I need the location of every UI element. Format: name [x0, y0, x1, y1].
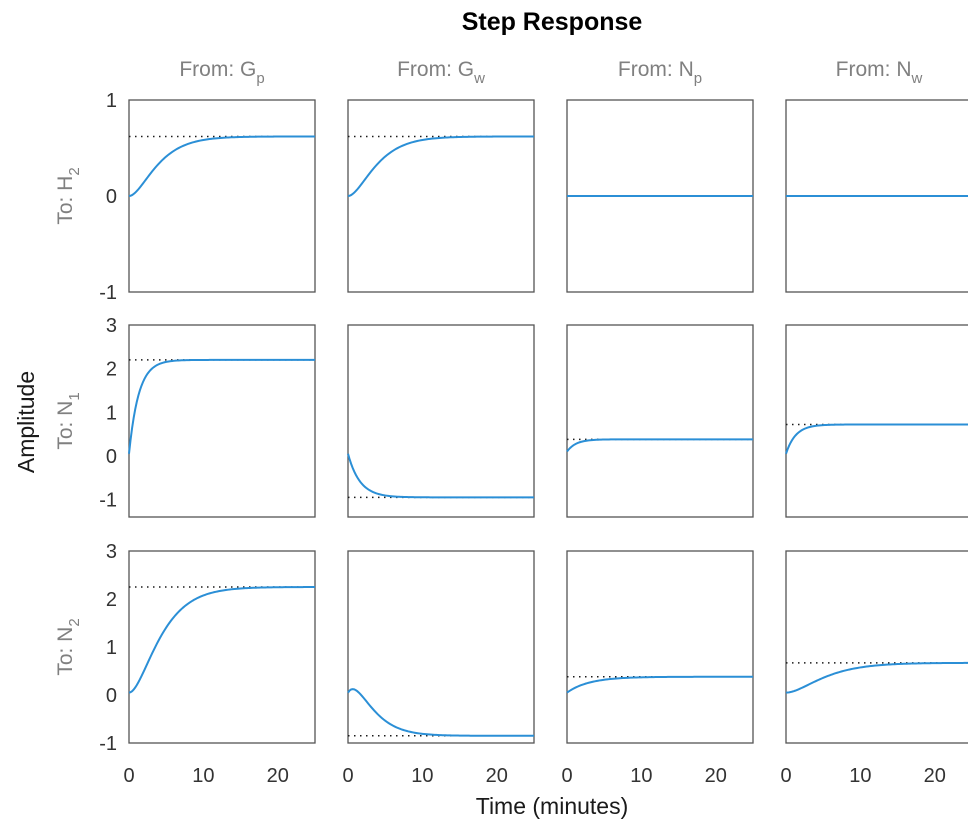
output-label-0: To: H2: [54, 167, 83, 224]
x-tick-label: 20: [705, 765, 727, 787]
x-tick-label: 10: [411, 765, 433, 787]
subplot-frame: [128, 550, 316, 744]
output-label-text: To: N: [54, 401, 77, 450]
subplot-frame: [128, 99, 316, 293]
chart-title: Step Response: [462, 8, 643, 36]
y-tick-label: 2: [106, 589, 117, 611]
subplot-1-0: [128, 324, 316, 518]
y-tick-label: 0: [106, 446, 117, 468]
response-curve: [347, 135, 534, 197]
y-tick-label: -1: [99, 733, 117, 755]
subplot-frame: [566, 324, 754, 518]
response-curve: [128, 586, 315, 694]
y-tick-label: 1: [106, 637, 117, 659]
input-label-text: From: N: [836, 58, 912, 81]
subplot-frame: [347, 324, 535, 518]
subplot-frame: [347, 550, 535, 744]
subplot-0-1: [347, 99, 535, 293]
subplot-frame: [566, 550, 754, 744]
subplot-1-2: [566, 324, 754, 518]
x-tick-label: 0: [561, 765, 572, 787]
output-label-1: To: N1: [54, 392, 83, 449]
subplot-frame: [785, 324, 968, 518]
x-tick-label: 0: [780, 765, 791, 787]
output-label-text: To: N: [54, 627, 77, 676]
y-tick-label: 0: [106, 186, 117, 208]
input-label-text: From: N: [618, 58, 694, 81]
x-tick-label: 0: [123, 765, 134, 787]
response-curve: [347, 688, 534, 737]
response-curve: [566, 675, 753, 694]
subplot-0-2: [566, 99, 754, 293]
output-label-text: To: H: [54, 176, 77, 225]
input-label-subscript: w: [473, 70, 485, 87]
y-tick-label: 2: [106, 359, 117, 381]
input-label-2: From: Np: [618, 58, 702, 87]
subplot-frame: [347, 99, 535, 293]
y-tick-label: 1: [106, 402, 117, 424]
response-curve: [128, 135, 315, 197]
x-tick-label: 0: [342, 765, 353, 787]
y-axis-label: Amplitude: [13, 371, 39, 473]
y-tick-label: -1: [99, 282, 117, 304]
x-tick-label: 10: [849, 765, 871, 787]
y-tick-label: -1: [99, 490, 117, 512]
output-label-2: To: N2: [54, 618, 83, 675]
subplot-1-1: [347, 324, 535, 518]
subplot-2-2: [566, 550, 754, 744]
output-label-subscript: 2: [66, 167, 83, 175]
x-tick-label: 20: [267, 765, 289, 787]
input-label-0: From: Gp: [179, 58, 264, 87]
y-tick-label: 0: [106, 685, 117, 707]
subplot-2-1: [347, 550, 535, 744]
response-curve: [785, 661, 968, 694]
subplot-frame: [785, 550, 968, 744]
y-tick-label: 3: [106, 541, 117, 563]
input-label-3: From: Nw: [836, 58, 923, 87]
output-label-subscript: 1: [66, 392, 83, 400]
x-tick-label: 10: [192, 765, 214, 787]
subplot-frame: [128, 324, 316, 518]
output-label-subscript: 2: [66, 618, 83, 626]
input-label-1: From: Gw: [397, 58, 485, 87]
y-tick-label: 3: [106, 315, 117, 337]
response-curve: [566, 438, 753, 453]
y-tick-label: 1: [106, 90, 117, 112]
subplot-2-3: [785, 550, 968, 744]
subplot-2-0: [128, 550, 316, 744]
response-curve: [347, 453, 534, 499]
input-label-subscript: p: [256, 70, 264, 87]
input-label-text: From: G: [179, 58, 256, 81]
x-tick-label: 20: [924, 765, 946, 787]
subplot-1-3: [785, 324, 968, 518]
input-label-subscript: w: [910, 70, 922, 87]
response-curve: [785, 423, 968, 455]
subplot-0-0: [128, 99, 316, 293]
input-label-subscript: p: [694, 70, 702, 87]
x-tick-label: 20: [486, 765, 508, 787]
x-tick-label: 10: [630, 765, 652, 787]
subplot-0-3: [785, 99, 968, 293]
x-axis-label: Time (minutes): [476, 793, 629, 819]
input-label-text: From: G: [397, 58, 474, 81]
response-curve: [128, 358, 315, 454]
